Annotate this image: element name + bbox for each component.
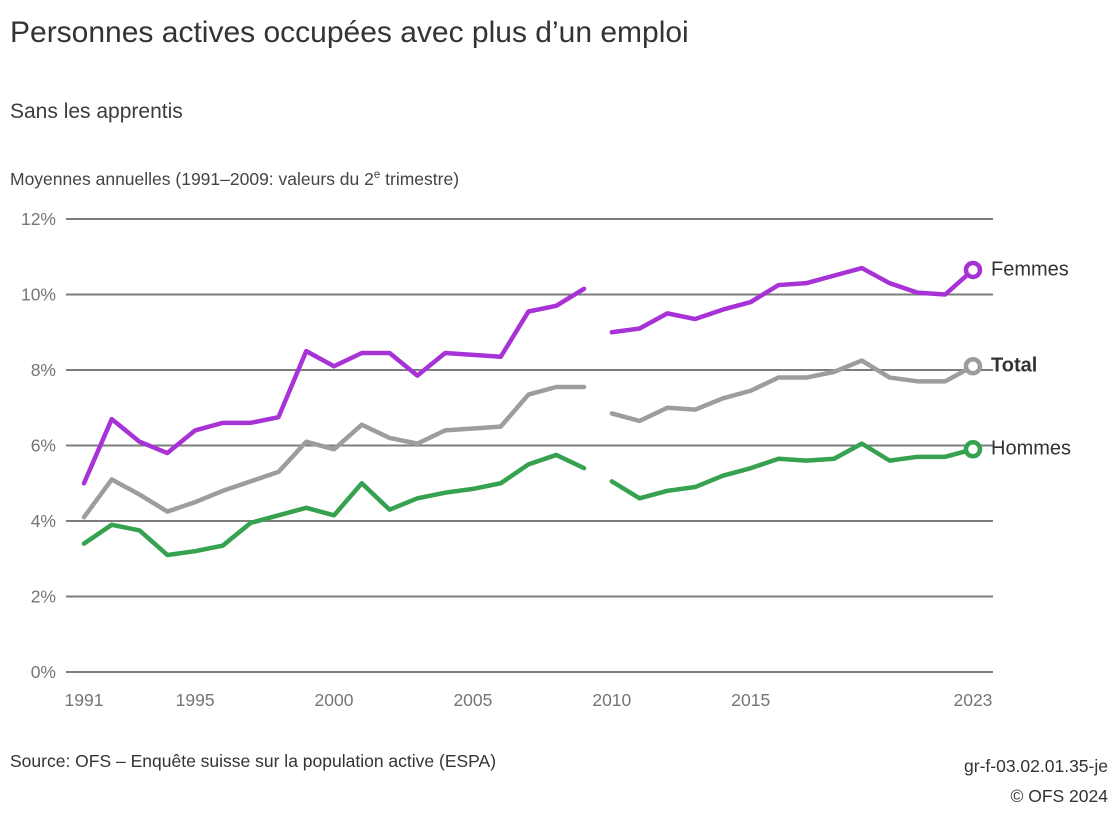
x-axis-tick-label: 2023 (953, 690, 992, 710)
x-axis-tick-label: 2005 (453, 690, 492, 710)
series-line-femmes (609, 265, 976, 335)
y-axis-tick-label: 10% (21, 285, 56, 305)
footer-reference-block: gr-f-03.02.01.35-je © OFS 2024 (964, 751, 1108, 811)
series-line-hommes (609, 441, 976, 501)
page-subtitle: Sans les apprentis (10, 100, 183, 123)
y-axis-tick-label: 8% (31, 360, 56, 380)
series-end-marker-total (963, 356, 983, 376)
y-axis-tick-label: 2% (31, 587, 56, 607)
source-note: Source: OFS – Enquête suisse sur la popu… (10, 751, 497, 771)
page-title: Personnes actives occupées avec plus d’u… (10, 16, 689, 49)
series-label-hommes: Hommes (991, 437, 1072, 460)
series-end-marker-femmes (963, 260, 983, 280)
series-line-hommes (81, 452, 587, 558)
copyright-note: © OFS 2024 (1010, 786, 1108, 806)
x-axis-tick-label: 2015 (731, 690, 770, 710)
x-axis-tick-label: 2000 (315, 690, 354, 710)
axis-note-prefix: Moyennes annuelles (1991–2009: valeurs d… (10, 169, 374, 189)
y-axis-tick-label: 0% (31, 662, 56, 682)
series-line-total (609, 358, 976, 424)
y-axis-tick-label: 6% (31, 436, 56, 456)
y-axis-tick-label: 12% (21, 209, 56, 229)
series-label-total: Total (991, 354, 1038, 377)
x-axis-tick-label: 2010 (592, 690, 631, 710)
series-line-total (81, 384, 587, 520)
series-line-femmes (81, 286, 587, 486)
series-end-marker-hommes (963, 440, 983, 459)
x-axis-tick-label: 1995 (176, 690, 215, 710)
series-label-femmes: Femmes (991, 258, 1069, 281)
x-axis-tick-label: 1991 (65, 690, 104, 710)
axis-note-superscript: e (373, 169, 381, 182)
axis-note: Moyennes annuelles (1991–2009: valeurs d… (10, 169, 459, 190)
axis-note-suffix: trimestre) (380, 169, 460, 189)
y-axis-tick-label: 4% (31, 511, 56, 531)
chart-reference-code: gr-f-03.02.01.35-je (964, 756, 1108, 776)
